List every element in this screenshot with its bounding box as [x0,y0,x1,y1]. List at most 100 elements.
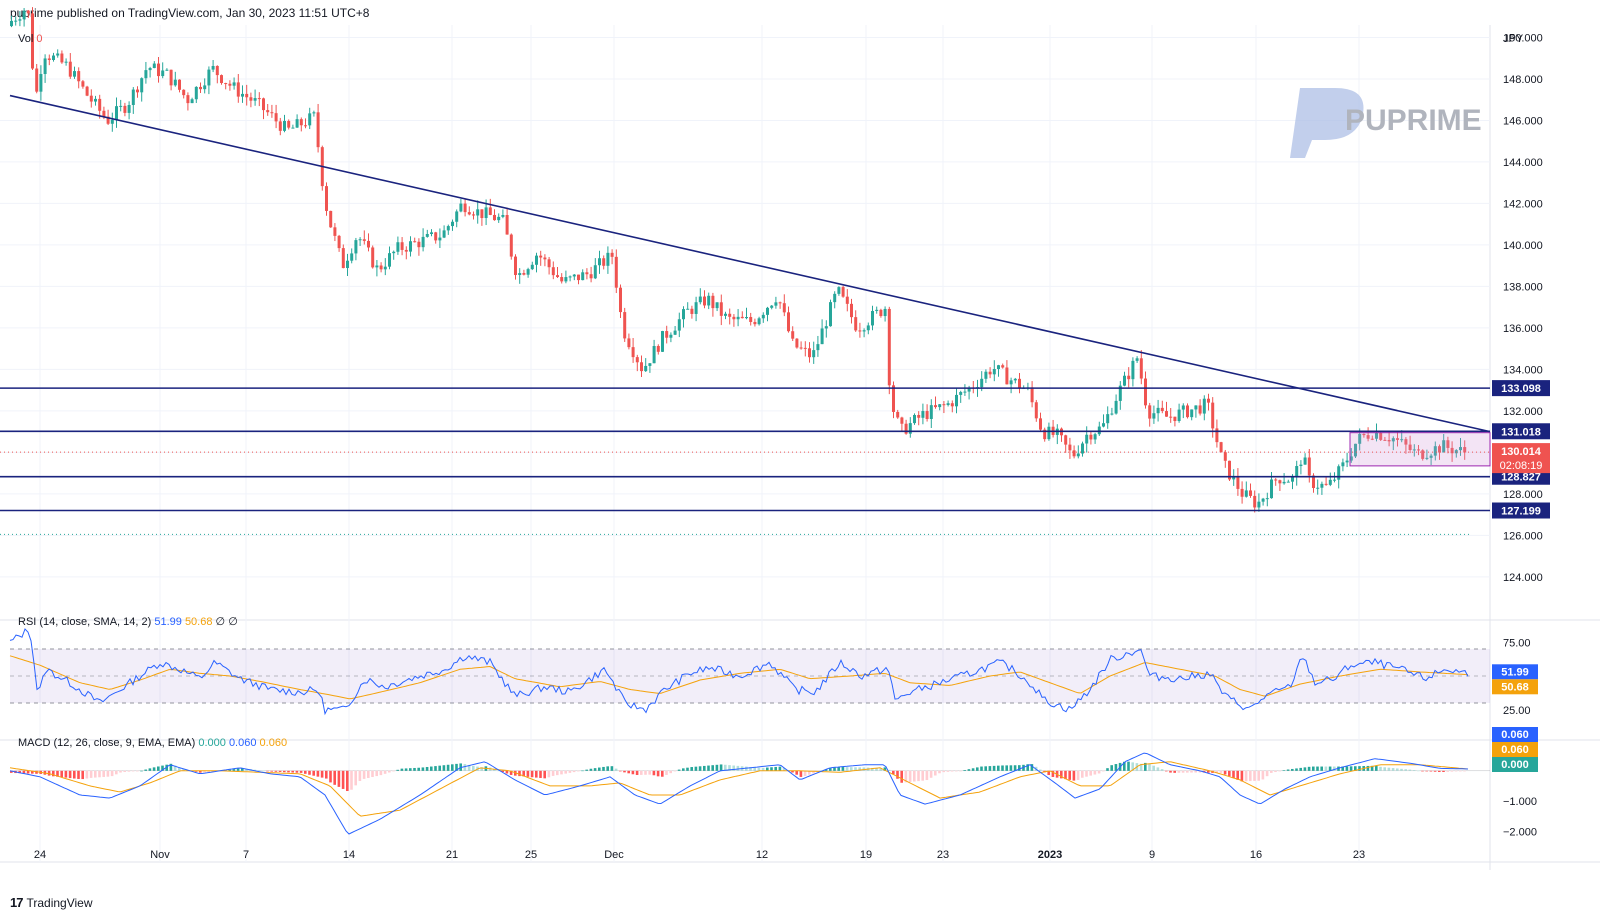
consolidation-range-box [1349,432,1491,467]
candle-body [1463,447,1467,453]
macd-histogram-bar [47,770,51,776]
macd-histogram-bar [833,767,836,771]
candle-body [816,344,820,351]
candle-body [316,112,320,148]
candle-body [581,272,585,281]
candle-body [1433,446,1437,456]
macd-histogram-bar [278,770,282,772]
macd-histogram-bar [388,770,391,773]
macd-histogram-bar [661,770,664,777]
macd-histogram-bar [35,770,38,774]
candle-body [900,417,904,424]
candle-body [568,276,572,278]
macd-histogram-bar [60,770,63,778]
candle-body [39,74,43,92]
candle-body [509,234,513,257]
macd-histogram-bar [421,767,425,771]
macd-histogram-bar [577,770,580,772]
candle-body [341,248,345,269]
candle-body [73,71,76,77]
price-tick-label: 144.000 [1503,157,1543,169]
candle-body [333,227,337,236]
candle-body [136,89,139,93]
candle-body [1110,413,1114,415]
candle-body [89,95,93,102]
candle-body [539,255,543,258]
candle-body [564,277,568,282]
candle-body [1446,440,1450,448]
candle-body [1232,476,1236,480]
macd-histogram-bar [1349,766,1353,771]
candle-body [572,274,576,277]
candle-body [652,345,656,364]
macd-histogram-bar [417,767,420,771]
macd-histogram-bar [1253,770,1256,781]
macd-histogram-bar [31,770,34,774]
macd-histogram-bar [1005,765,1008,771]
candle-body [472,214,475,216]
candle-body [182,89,186,96]
candle-body [623,312,627,339]
candle-body [1211,402,1215,429]
candle-body [997,365,1000,370]
axes: 150.000148.000146.000144.000142.000140.0… [34,32,1543,861]
candle-body [1190,409,1194,418]
candle-body [955,394,958,407]
candle-body [241,93,244,97]
candle-body [409,241,412,252]
candle-body [925,411,929,419]
macd-histogram-bar [144,769,147,771]
candle-body [430,232,433,234]
candle-body [589,274,593,279]
candle-body [85,86,89,96]
candle-body [1102,423,1105,427]
candle-body [220,75,223,84]
price-tick-label: 146.000 [1503,115,1543,127]
candle-body [325,186,328,211]
macd-histogram-bar [1068,770,1071,780]
candle-body [904,423,908,434]
macd-histogram-bar [1265,770,1269,777]
macd-histogram-bar [1160,769,1164,771]
macd-histogram-bar [1278,770,1281,772]
candle-body [724,313,727,316]
macd-histogram-bar [329,770,332,783]
candle-body [400,242,404,250]
macd-histogram-bar [942,770,945,773]
macd-histogram-bar [589,768,593,771]
candle-body [1375,432,1378,439]
macd-histogram-bar [1198,770,1202,773]
macd-histogram-bar [375,770,378,777]
macd-histogram-bar [980,766,983,771]
candle-body [140,78,144,93]
candle-body [887,308,891,386]
macd-histogram-bar [1396,768,1399,771]
macd-histogram-bar [430,766,433,771]
macd-histogram-bar [1156,767,1160,771]
candle-body [892,385,895,412]
candle-body [1043,429,1047,440]
macd-histogram-bar [52,770,55,777]
macd-histogram-bar [1131,762,1134,771]
macd-histogram-bar [526,770,530,777]
macd-histogram-bar [1144,762,1147,771]
candle-body [1194,405,1198,410]
macd-histogram-bar [610,766,614,771]
macd-histogram-bar [1274,770,1277,773]
time-tick-label: Nov [150,849,170,861]
candle-body [81,81,85,87]
candle-body [921,411,925,418]
macd-histogram-bar [1001,765,1004,771]
macd-histogram-bar [736,765,740,771]
candle-body [1349,456,1353,461]
macd-signal-line [9,761,1469,817]
candle-body [883,308,887,317]
macd-histogram-bar [509,770,513,775]
macd-histogram-bar [1257,770,1260,781]
candle-body [871,310,874,326]
candle-body [703,296,706,306]
candle-body [1219,442,1223,453]
candle-body [879,309,883,317]
candle-body [963,391,967,393]
